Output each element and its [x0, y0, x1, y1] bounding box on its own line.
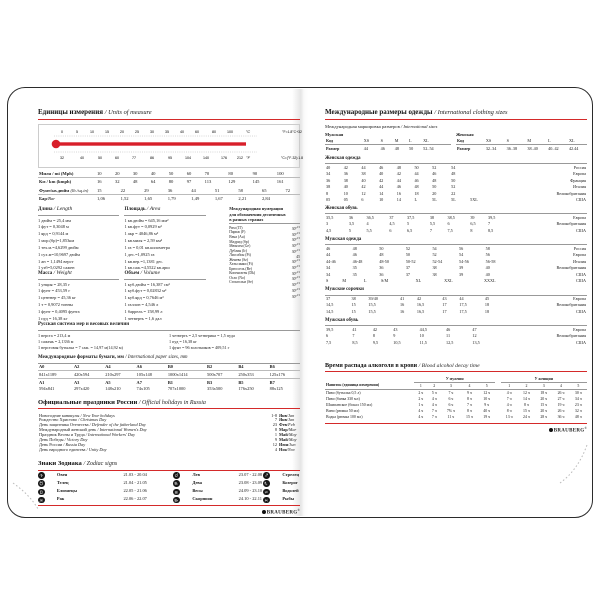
svg-text:100: 100 — [227, 130, 233, 134]
svg-text:30: 30 — [150, 130, 154, 134]
svg-text:80: 80 — [212, 130, 216, 134]
svg-text:60: 60 — [195, 130, 199, 134]
svg-text:50: 50 — [98, 156, 102, 160]
svg-text:5: 5 — [76, 130, 78, 134]
svg-text:77: 77 — [132, 156, 136, 160]
svg-text:0: 0 — [61, 130, 63, 134]
svg-text:°F: °F — [246, 156, 251, 160]
svg-text:140: 140 — [203, 156, 209, 160]
svg-text:40: 40 — [80, 156, 84, 160]
svg-text:104: 104 — [185, 156, 191, 160]
svg-text:95: 95 — [168, 156, 172, 160]
svg-text:35: 35 — [165, 130, 169, 134]
svg-text:60: 60 — [115, 156, 119, 160]
svg-text:10: 10 — [90, 130, 94, 134]
svg-text:86: 86 — [150, 156, 154, 160]
svg-text:15: 15 — [105, 130, 109, 134]
svg-text:°C: °C — [246, 130, 251, 134]
svg-text:40: 40 — [180, 130, 184, 134]
svg-text:212: 212 — [237, 156, 243, 160]
svg-text:176: 176 — [221, 156, 227, 160]
svg-text:20: 20 — [120, 130, 124, 134]
svg-text:32: 32 — [60, 156, 64, 160]
svg-text:25: 25 — [135, 130, 139, 134]
svg-text:°C=(°F-32):1.8: °C=(°F-32):1.8 — [281, 156, 303, 160]
svg-text:°F=1.8°C+32: °F=1.8°C+32 — [282, 130, 302, 134]
